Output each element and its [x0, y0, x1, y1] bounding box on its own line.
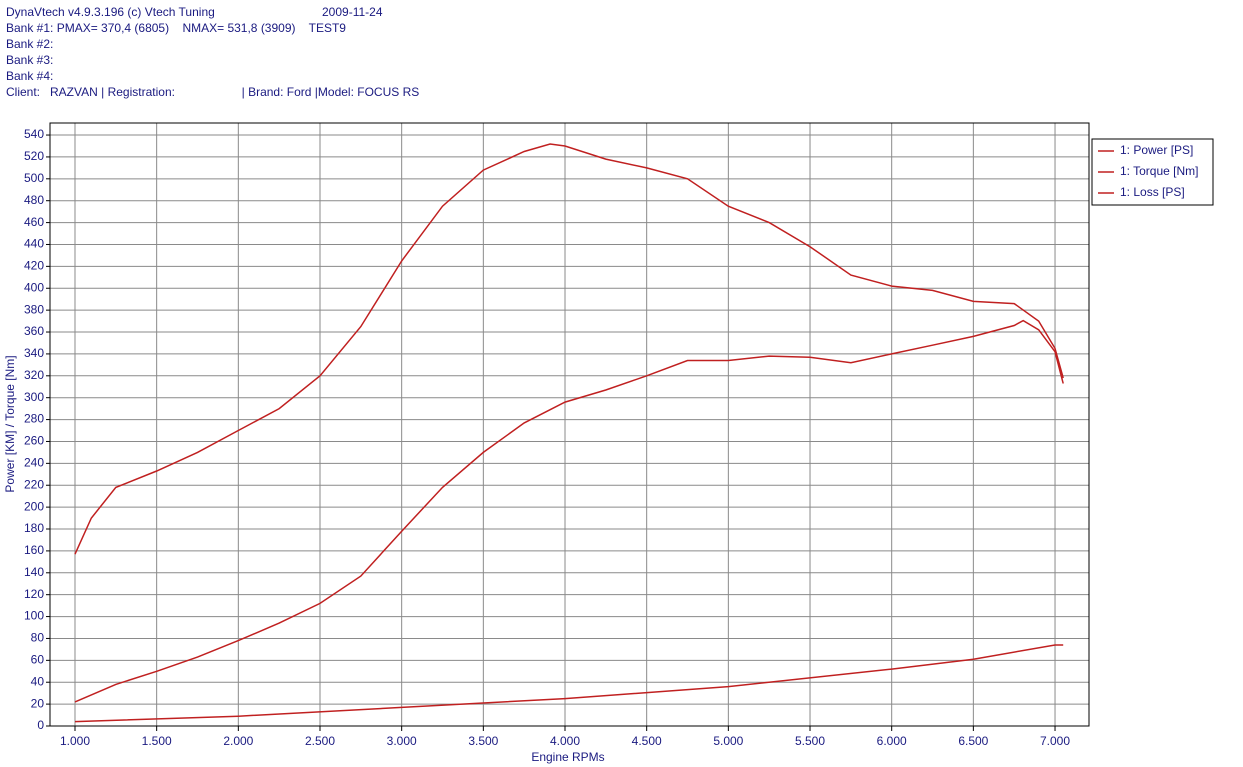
- x-axis-label: Engine RPMs: [531, 750, 604, 764]
- header-title: DynaVtech v4.9.3.196 (c) Vtech Tuning: [6, 5, 215, 19]
- y-tick-label: 120: [24, 587, 44, 601]
- y-tick-label: 480: [24, 193, 44, 207]
- x-tick-label: 1.500: [142, 734, 172, 748]
- y-tick-label: 440: [24, 237, 44, 251]
- x-tick-label: 2.500: [305, 734, 335, 748]
- y-tick-label: 360: [24, 324, 44, 338]
- legend-label: 1: Power [PS]: [1120, 143, 1193, 157]
- plot-area: [50, 123, 1089, 726]
- y-tick-label: 40: [31, 674, 45, 688]
- y-tick-label: 460: [24, 215, 44, 229]
- x-tick-label: 5.500: [795, 734, 825, 748]
- y-tick-label: 300: [24, 390, 44, 404]
- y-tick-label: 220: [24, 477, 44, 491]
- y-tick-label: 500: [24, 171, 44, 185]
- x-tick-label: 3.500: [468, 734, 498, 748]
- y-tick-label: 80: [31, 631, 45, 645]
- x-tick-label: 2.000: [223, 734, 253, 748]
- y-tick-label: 540: [24, 127, 44, 141]
- y-tick-label: 520: [24, 149, 44, 163]
- header-date: 2009-11-24: [322, 5, 383, 19]
- x-tick-label: 1.000: [60, 734, 90, 748]
- legend-label: 1: Torque [Nm]: [1120, 164, 1198, 178]
- x-tick-label: 6.000: [877, 734, 907, 748]
- x-tick-label: 7.000: [1040, 734, 1070, 748]
- header-bank: Bank #2:: [6, 37, 54, 51]
- y-tick-label: 380: [24, 302, 44, 316]
- y-axis-label: Power [KM] / Torque [Nm]: [3, 355, 17, 492]
- x-tick-label: 3.000: [387, 734, 417, 748]
- y-tick-label: 200: [24, 499, 44, 513]
- y-tick-label: 0: [37, 718, 44, 732]
- y-tick-label: 100: [24, 609, 44, 623]
- series-line: [74, 644, 1064, 723]
- y-tick-label: 320: [24, 368, 44, 382]
- header-bank: Bank #1: PMAX= 370,4 (6805) NMAX= 531,8 …: [6, 21, 346, 35]
- x-tick-label: 5.000: [713, 734, 743, 748]
- y-tick-label: 180: [24, 521, 44, 535]
- y-tick-label: 260: [24, 434, 44, 448]
- y-tick-label: 420: [24, 259, 44, 273]
- y-tick-label: 280: [24, 412, 44, 426]
- legend-label: 1: Loss [PS]: [1120, 185, 1185, 199]
- y-tick-label: 60: [31, 653, 45, 667]
- series-line: [74, 143, 1064, 555]
- plot-border: [49, 122, 1090, 727]
- header-client: Client: RAZVAN | Registration: | Brand: …: [6, 85, 420, 99]
- legend-box: [1091, 138, 1214, 206]
- x-tick-label: 6.500: [958, 734, 988, 748]
- y-tick-label: 340: [24, 346, 44, 360]
- y-tick-label: 140: [24, 565, 44, 579]
- y-tick-label: 240: [24, 456, 44, 470]
- x-tick-label: 4.500: [632, 734, 662, 748]
- header-bank: Bank #4:: [6, 69, 54, 83]
- x-tick-label: 4.000: [550, 734, 580, 748]
- y-tick-label: 20: [31, 696, 45, 710]
- y-tick-label: 160: [24, 543, 44, 557]
- y-tick-label: 400: [24, 280, 44, 294]
- series-line: [74, 319, 1064, 703]
- header-bank: Bank #3:: [6, 53, 54, 67]
